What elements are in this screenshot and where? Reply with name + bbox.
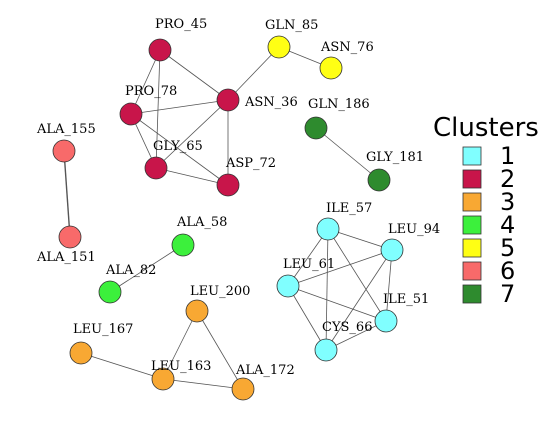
legend-swatch-7 [462, 284, 482, 304]
legend-label-7: 7 [500, 280, 515, 308]
node-label-leu-94: LEU_94 [388, 222, 440, 237]
legend-label-3: 3 [500, 188, 515, 216]
node-ile-51 [374, 309, 398, 333]
node-label-leu-163: LEU_163 [151, 359, 211, 374]
node-label-asp-72: ASP_72 [225, 156, 276, 171]
node-leu-94 [380, 238, 404, 262]
node-label-ile-57: ILE_57 [326, 201, 372, 216]
node-label-ala-172: ALA_172 [235, 363, 295, 378]
node-label-leu-61: LEU_61 [283, 257, 335, 272]
legend-swatch-6 [462, 261, 482, 281]
edge-PRO_45-GLY_65 [155, 49, 161, 169]
edge-ALA_58-ALA_82 [109, 244, 184, 293]
node-asn-36 [216, 88, 240, 112]
node-ala-58 [171, 233, 195, 257]
node-leu-61 [276, 274, 300, 298]
node-label-gln-85: GLN_85 [265, 18, 318, 33]
legend-swatch-4 [462, 215, 482, 235]
edge-PRO_45-ASN_36 [159, 49, 229, 101]
node-pro-45 [148, 38, 172, 62]
edge-LEU_61-CYS_66 [287, 285, 327, 351]
nodes-layer [52, 35, 404, 401]
node-label-leu-200: LEU_200 [190, 284, 250, 299]
node-gln-186 [304, 116, 328, 140]
edge-PRO_45-PRO_78 [130, 49, 161, 115]
node-label-ile-51: ILE_51 [383, 292, 429, 307]
node-pro-78 [119, 102, 143, 126]
node-asp-72 [216, 173, 240, 197]
node-label-gln-186: GLN_186 [308, 97, 370, 112]
edge-ASN_36-GLY_65 [155, 99, 229, 169]
node-label-gly-181: GLY_181 [366, 150, 424, 165]
node-ala-82 [98, 280, 122, 304]
node-label-ala-155: ALA_155 [36, 122, 96, 137]
node-asn-76 [319, 56, 343, 80]
legend-title: Clusters [433, 113, 539, 143]
edge-LEU_94-ILE_51 [385, 249, 393, 322]
edge-ALA_155-ALA_151 [63, 150, 71, 238]
node-leu-167 [69, 341, 93, 365]
node-label-asn-36: ASN_36 [244, 95, 298, 110]
node-ile-57 [316, 217, 340, 241]
edge-LEU_200-ALA_172 [196, 310, 244, 390]
edge-ILE_57-ILE_51 [327, 228, 387, 322]
edge-LEU_200-LEU_163 [162, 310, 198, 380]
node-label-asn-76: ASN_76 [320, 40, 374, 55]
node-label-gly-65: GLY_65 [153, 139, 203, 154]
legend-swatch-1 [462, 146, 482, 166]
edge-LEU_167-LEU_163 [80, 352, 164, 380]
edges-layer [63, 46, 393, 390]
node-label-ala-151: ALA_151 [36, 250, 96, 265]
edge-GLN_186-GLY_181 [315, 127, 380, 181]
node-gly-181 [367, 168, 391, 192]
node-leu-200 [185, 299, 209, 323]
edge-LEU_94-CYS_66 [325, 249, 393, 351]
node-label-cys-66: CYS_66 [322, 320, 372, 335]
legend-swatch-3 [462, 192, 482, 212]
legend-label-4: 4 [500, 211, 515, 239]
legend-label-5: 5 [500, 234, 515, 262]
legend-label-6: 6 [500, 257, 515, 285]
edge-LEU_94-LEU_61 [287, 249, 393, 287]
edge-LEU_61-ILE_51 [287, 285, 387, 322]
legend-label-2: 2 [500, 165, 515, 193]
edge-ASN_36-GLN_85 [227, 46, 280, 101]
node-labels-layer: PRO_45 PRO_78 ASN_36 GLY_65 ASP_72 GLN_85ASN_… [36, 17, 440, 378]
node-ala-151 [58, 225, 82, 249]
edge-PRO_78-ASN_36 [130, 99, 229, 115]
node-gly-65 [144, 156, 168, 180]
node-gln-85 [267, 35, 291, 59]
node-label-pro-45: PRO_45 [155, 17, 207, 32]
edge-ILE_57-CYS_66 [325, 228, 329, 351]
node-cys-66 [314, 338, 338, 362]
node-leu-163 [151, 367, 175, 391]
edge-ILE_57-LEU_61 [287, 228, 329, 287]
node-label-pro-78: PRO_78 [125, 84, 177, 99]
edge-LEU_163-ALA_172 [162, 378, 244, 390]
edge-GLY_65-ASP_72 [155, 167, 229, 186]
node-label-ala-82: ALA_82 [105, 263, 156, 278]
legend-swatch-5 [462, 238, 482, 258]
legend-label-1: 1 [500, 142, 515, 170]
edge-PRO_78-ASP_72 [130, 113, 229, 186]
node-label-leu-167: LEU_167 [73, 322, 133, 337]
node-ala-172 [231, 377, 255, 401]
node-ala-155 [52, 139, 76, 163]
legend-swatch-2 [462, 169, 482, 189]
node-label-ala-58: ALA_58 [176, 215, 227, 230]
